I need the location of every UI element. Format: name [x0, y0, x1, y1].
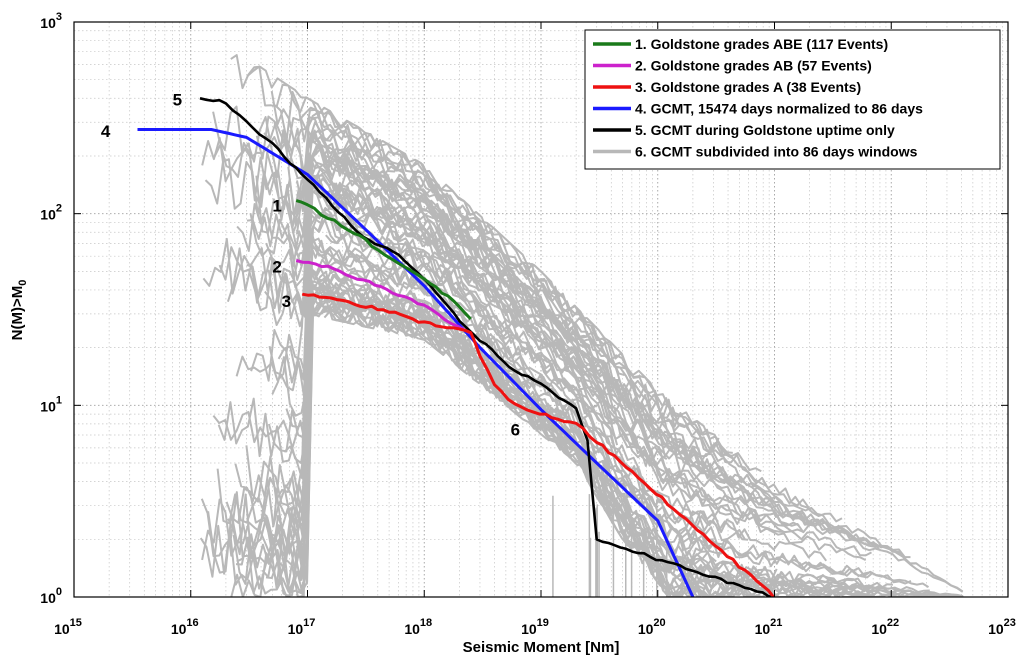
x-tick-base: 10: [638, 621, 654, 637]
svg-text:N(M)>M0: N(M)>M0: [9, 280, 29, 341]
y-tick-exponent: 2: [56, 203, 62, 215]
x-tick-label: 1020: [638, 617, 666, 637]
y-tick-exponent: 3: [56, 11, 62, 23]
x-tick-base: 10: [404, 621, 420, 637]
legend-entry-3: 3. Goldstone grades A (38 Events): [635, 79, 861, 95]
series-labels: 6 4 5 1 23: [101, 90, 520, 439]
x-axis-title: Seismic Moment [Nm]: [463, 639, 620, 656]
tick-marks: 1015 1016 1017 1018 1019 1020 1021 1022 10231001…: [40, 11, 1016, 637]
series-label-4: 4: [101, 122, 111, 141]
window-curve: [274, 90, 720, 452]
y-tick-exponent: 0: [56, 586, 62, 598]
series-line-1: [295, 199, 472, 321]
x-tick-exponent: 17: [303, 617, 315, 629]
window-curve: [230, 54, 733, 454]
window-curve: [202, 176, 666, 473]
window-curve: [245, 258, 720, 570]
x-tick-exponent: 20: [653, 617, 665, 629]
series-6-window-curves: [199, 54, 964, 597]
y-axis-title: N(M)>M0: [9, 280, 29, 341]
window-curve: [328, 198, 739, 517]
x-tick-label: 1016: [171, 617, 199, 637]
y-tick-base: 10: [40, 398, 56, 414]
y-tick-label: 102: [40, 203, 62, 223]
series-line-5: [199, 97, 775, 597]
x-tick-label: 1018: [404, 617, 432, 637]
y-tick-label: 100: [40, 586, 62, 606]
x-tick-label: 1022: [871, 617, 899, 637]
window-curve: [255, 115, 625, 377]
legend-box: [584, 29, 1001, 170]
window-curve: [260, 277, 934, 597]
x-tick-exponent: 16: [186, 617, 198, 629]
window-curve: [296, 136, 916, 565]
y-axis-title-main: N(M)>M: [9, 286, 26, 341]
series-label-6: 6: [511, 420, 520, 439]
window-curve: [263, 106, 843, 523]
window-curve: [213, 134, 741, 485]
legend-entry-5: 5. GCMT during Goldstone uptime only: [635, 122, 895, 138]
legend-entry-4: 4. GCMT, 15474 days normalized to 86 day…: [635, 101, 923, 117]
legend-entry-2: 2. Goldstone grades AB (57 Events): [635, 58, 872, 74]
y-axis-title-subscript: 0: [17, 280, 29, 286]
legend: 1. Goldstone grades ABE (117 Events) 2. G…: [584, 29, 1001, 170]
y-tick-base: 10: [40, 15, 56, 31]
x-tick-exponent: 18: [420, 617, 432, 629]
x-tick-label: 1017: [288, 617, 316, 637]
x-tick-base: 10: [54, 621, 70, 637]
x-tick-label: 1015: [54, 617, 82, 637]
x-tick-exponent: 23: [1004, 617, 1016, 629]
x-tick-base: 10: [288, 621, 304, 637]
x-tick-base: 10: [871, 621, 887, 637]
series-line-3: [301, 292, 776, 597]
series-layer: [137, 54, 964, 597]
x-tick-base: 10: [988, 621, 1004, 637]
x-tick-label: 1019: [521, 617, 549, 637]
legend-entry-6: 6. GCMT subdivided into 86 days windows: [635, 144, 918, 160]
window-curve: [270, 90, 810, 509]
series-label-3: 3: [282, 292, 291, 311]
window-curve: [236, 293, 897, 597]
window-curve: [304, 174, 872, 557]
y-tick-label: 101: [40, 394, 62, 414]
window-curve: [235, 211, 828, 562]
x-tick-base: 10: [755, 621, 771, 637]
x-tick-exponent: 19: [537, 617, 549, 629]
x-tick-exponent: 22: [887, 617, 899, 629]
window-curve: [292, 170, 668, 460]
x-tick-exponent: 21: [770, 617, 782, 629]
window-curve: [267, 239, 912, 585]
series-label-1: 1: [272, 197, 281, 216]
y-tick-base: 10: [40, 590, 56, 606]
window-curve: [323, 310, 874, 597]
window-curve: [216, 282, 930, 593]
x-tick-exponent: 15: [70, 617, 82, 629]
x-tick-base: 10: [171, 621, 187, 637]
x-tick-label: 1023: [988, 617, 1016, 637]
series-label-2: 2: [272, 258, 281, 277]
x-tick-base: 10: [521, 621, 537, 637]
series-line-2: [295, 259, 472, 335]
x-tick-label: 1021: [755, 617, 783, 637]
y-tick-label: 103: [40, 11, 62, 31]
series-line-4: [137, 128, 695, 597]
y-tick-base: 10: [40, 207, 56, 223]
y-tick-exponent: 1: [56, 394, 62, 406]
series-label-5: 5: [173, 90, 182, 109]
window-curve: [236, 156, 816, 534]
legend-entry-1: 1. Goldstone grades ABE (117 Events): [635, 36, 888, 52]
window-curve: [271, 218, 746, 542]
